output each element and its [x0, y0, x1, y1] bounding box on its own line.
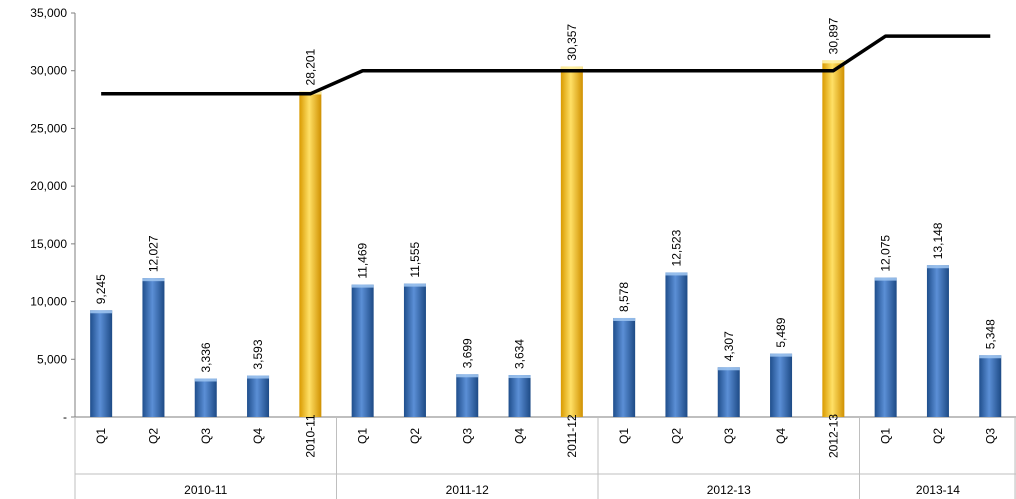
bar-value-label: 30,897: [826, 17, 840, 54]
x-category-label: Q2: [669, 428, 683, 444]
bar-quarter: [979, 355, 1002, 417]
x-category-label: Q4: [513, 428, 527, 444]
x-category-label: Q2: [146, 428, 160, 444]
y-tick-label: 25,000: [30, 121, 67, 135]
bar-value-label: 9,245: [94, 274, 108, 304]
bar-quarter: [613, 317, 636, 417]
bar-quarter: [194, 378, 217, 417]
target-line: [101, 34, 991, 96]
x-category-label: Q1: [879, 428, 893, 444]
bar-quarter: [142, 278, 165, 417]
bar-top-highlight: [456, 374, 479, 378]
x-category-label: Q2: [408, 428, 422, 444]
bar-value-label: 5,348: [983, 319, 997, 349]
x-category-label: 2010-11: [303, 414, 317, 457]
bar-quarter: [456, 374, 479, 417]
x-category-label: Q4: [251, 428, 265, 444]
bar-value-label: 12,075: [879, 235, 893, 272]
bar-value-label: 11,555: [408, 241, 422, 277]
bar-top-highlight: [874, 277, 897, 281]
bar-top-highlight: [613, 317, 636, 321]
bar-top-highlight: [351, 284, 374, 288]
y-tick-label: 35,000: [30, 6, 67, 20]
y-tick-label: 15,000: [30, 237, 67, 251]
bar-quarter: [351, 284, 374, 417]
bar-value-label: 3,336: [199, 342, 213, 372]
x-category-label: Q1: [617, 428, 631, 444]
bar-top-highlight: [403, 283, 426, 287]
y-tick-label: -: [63, 410, 67, 424]
y-tick-label: 5,000: [37, 352, 67, 366]
bar-quarter: [770, 353, 793, 417]
bar-value-label: 3,593: [251, 339, 265, 369]
x-category-label: Q3: [199, 428, 213, 444]
y-tick-label: 30,000: [30, 64, 67, 78]
y-tick-label: 10,000: [30, 295, 67, 309]
bar-quarter: [90, 310, 113, 417]
bar-value-label: 3,634: [513, 339, 527, 369]
bar-top-highlight: [142, 278, 165, 282]
bar-value-label: 11,469: [356, 242, 370, 278]
bar-quarter: [403, 283, 426, 417]
y-tick-label: 20,000: [30, 179, 67, 193]
bar-quarter: [247, 375, 270, 417]
bar-quarter: [508, 375, 531, 417]
bar-value-label: 3,699: [460, 338, 474, 368]
bar-quarter: [717, 367, 740, 417]
bar-quarter: [874, 277, 897, 417]
x-group-label: 2012-13: [707, 483, 751, 497]
bar-annual: [560, 66, 583, 418]
bar-top-highlight: [247, 375, 270, 379]
bar-value-label: 12,523: [669, 229, 683, 266]
x-category-label: Q1: [94, 428, 108, 444]
bar-quarter: [926, 265, 949, 417]
x-group-label: 2010-11: [184, 483, 227, 497]
bar-top-highlight: [90, 310, 113, 314]
x-category-label: Q1: [356, 428, 370, 444]
x-category-label: Q3: [460, 428, 474, 444]
bar-top-highlight: [770, 353, 793, 357]
bar-top-highlight: [560, 66, 583, 70]
bar-top-highlight: [508, 375, 531, 379]
bar-top-highlight: [822, 60, 845, 64]
bar-top-highlight: [979, 355, 1002, 359]
x-category-label: Q4: [774, 428, 788, 444]
bar-value-label: 4,307: [722, 331, 736, 361]
bar-quarter: [665, 272, 688, 417]
bar-value-label: 30,357: [565, 24, 579, 61]
x-category-label: 2011-12: [565, 414, 579, 457]
bar-top-highlight: [717, 367, 740, 371]
x-group-label: 2013-14: [916, 483, 960, 497]
x-category-label: Q3: [722, 428, 736, 444]
bar-annual: [822, 60, 845, 417]
x-category-label: Q3: [983, 428, 997, 444]
bar-top-highlight: [926, 265, 949, 269]
bar-top-highlight: [665, 272, 688, 276]
bar-value-label: 8,578: [617, 282, 631, 312]
x-category-label: Q2: [931, 428, 945, 444]
x-category-label: 2012-13: [826, 414, 840, 458]
bar-top-highlight: [194, 378, 217, 382]
bar-annual: [299, 91, 322, 417]
bar-value-label: 5,489: [774, 317, 788, 347]
bar-value-label: 12,027: [146, 235, 160, 272]
bar-value-label: 13,148: [931, 222, 945, 259]
x-group-label: 2011-12: [446, 483, 489, 497]
bar-value-label: 28,201: [303, 48, 317, 85]
